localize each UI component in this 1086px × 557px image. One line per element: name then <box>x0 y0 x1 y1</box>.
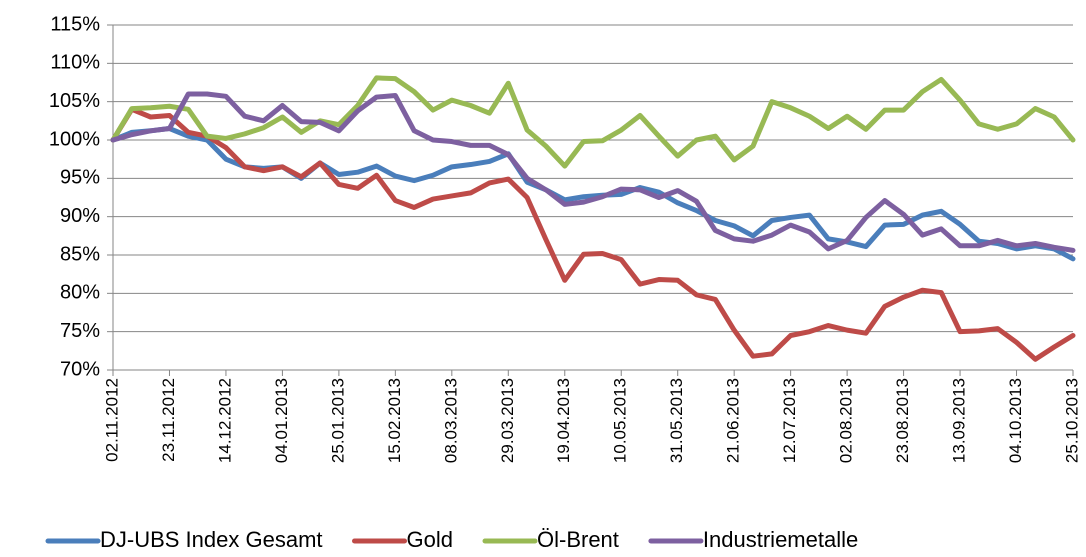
x-tick-label: 04.10.2013 <box>1006 378 1025 463</box>
x-tick-label: 19.04.2013 <box>554 378 573 463</box>
series-line <box>110 91 1076 253</box>
legend-label: Öl-Brent <box>537 527 619 552</box>
x-tick-label: 02.11.2012 <box>102 378 121 462</box>
y-tick-label: 70% <box>60 358 100 380</box>
y-tick-label: 110% <box>50 52 100 74</box>
x-tick-label: 23.11.2012 <box>159 378 178 462</box>
y-tick-label: 105% <box>49 90 100 112</box>
x-tick-label: 12.07.2013 <box>780 378 799 463</box>
x-tick-label: 21.06.2013 <box>724 378 743 463</box>
legend-label: Gold <box>407 527 453 552</box>
series-line <box>110 75 1076 169</box>
y-tick-label: 85% <box>60 243 100 265</box>
x-tick-label: 29.03.2013 <box>498 378 517 463</box>
series-line <box>110 106 1076 362</box>
series-line <box>110 126 1076 262</box>
legend-label: DJ-UBS Index Gesamt <box>100 527 323 552</box>
y-tick-label: 115% <box>50 13 100 35</box>
y-tick-label: 100% <box>49 128 100 150</box>
x-tick-label: 08.03.2013 <box>441 378 460 463</box>
y-tick-label: 80% <box>60 282 100 304</box>
x-tick-label: 15.02.2013 <box>385 378 404 463</box>
legend-label: Industriemetalle <box>703 527 858 552</box>
x-tick-label: 25.01.2013 <box>328 378 347 463</box>
x-tick-label: 31.05.2013 <box>667 378 686 463</box>
y-tick-label: 90% <box>60 205 100 227</box>
y-tick-label: 95% <box>60 167 100 189</box>
x-tick-label: 13.09.2013 <box>950 378 969 463</box>
y-tick-label: 75% <box>60 320 100 342</box>
x-tick-label: 25.10.2013 <box>1062 378 1081 463</box>
x-tick-label: 02.08.2013 <box>837 378 856 463</box>
x-tick-label: 14.12.2012 <box>215 378 234 463</box>
x-tick-label: 10.05.2013 <box>611 378 630 463</box>
x-tick-label: 04.01.2013 <box>272 378 291 463</box>
x-tick-label: 23.08.2013 <box>893 378 912 463</box>
